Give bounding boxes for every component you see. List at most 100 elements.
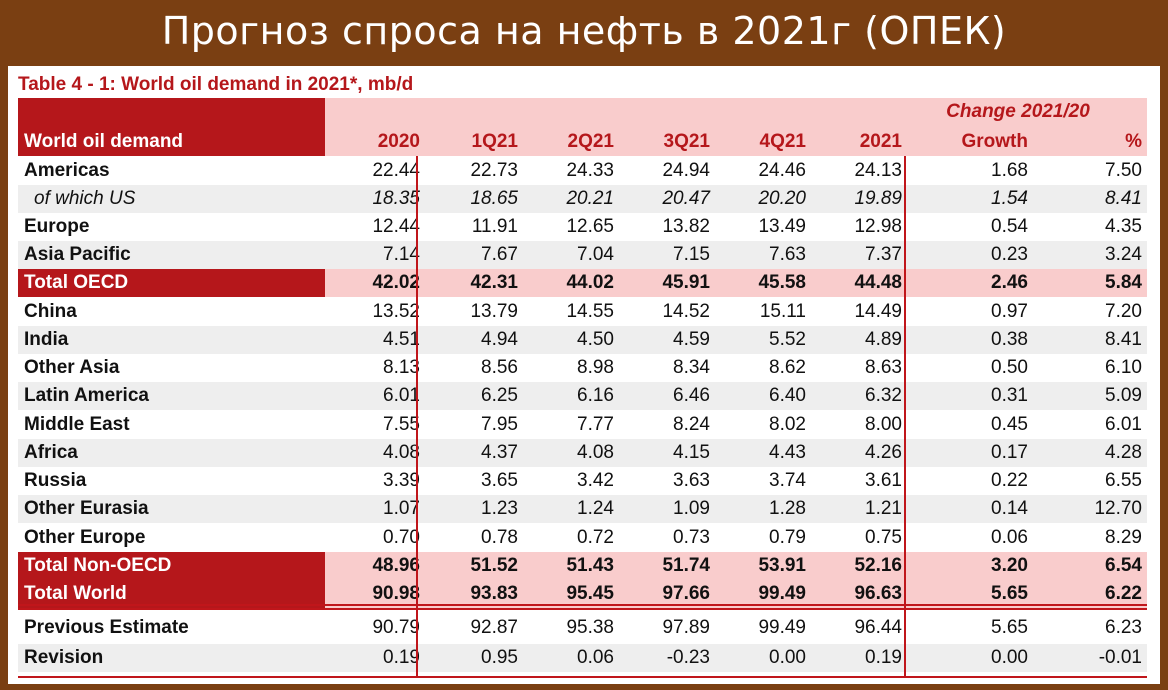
cell-growth: 1.54 [991,188,1028,209]
cell-growth: 0.14 [991,498,1028,519]
cell-2020: 0.70 [383,527,420,548]
cell-1q21: 11.91 [471,216,518,237]
cell-3q21: 97.89 [662,617,710,638]
cell-3q21: 14.52 [662,301,710,322]
row-label: Africa [24,442,78,463]
cell-2020: 7.14 [383,244,420,265]
cell-percent: -0.01 [1098,647,1142,668]
cell-2021: 0.75 [865,527,902,548]
cell-2q21: 3.42 [577,470,614,491]
cell-4q21: 7.63 [769,244,806,265]
cell-2q21: 7.77 [577,414,614,435]
cell-1q21: 42.31 [470,272,518,293]
cell-2020: 4.51 [383,329,420,350]
cell-2020: 7.55 [383,414,420,435]
col-header-3q21: 3Q21 [663,131,710,152]
cell-growth: 0.45 [991,414,1028,435]
cell-percent: 12.70 [1094,498,1142,519]
cell-2021: 3.61 [865,470,902,491]
row-label: Total World [24,583,127,604]
cell-1q21: 7.95 [481,414,518,435]
cell-2q21: 95.45 [566,583,614,604]
cell-growth: 0.50 [991,357,1028,378]
cell-2020: 1.07 [383,498,420,519]
cell-2020: 22.44 [372,160,420,181]
total-label-band [18,552,325,580]
table-row-other-europe: Other Europe 0.70 0.78 0.72 0.73 0.79 0.75 0.06… [18,524,1147,552]
cell-2q21: 44.02 [566,272,614,293]
cell-2020: 13.52 [372,301,420,322]
table-row-latin-america: Latin America 6.01 6.25 6.16 6.46 6.40 6.32 0.3… [18,382,1147,410]
cell-2020: 48.96 [372,555,420,576]
row-label: Latin America [24,385,149,406]
cell-growth: 0.06 [991,527,1028,548]
cell-2020: 42.02 [372,272,420,293]
cell-3q21: 6.46 [673,385,710,406]
cell-4q21: 24.46 [758,160,806,181]
cell-3q21: 4.15 [673,442,710,463]
cell-4q21: 99.49 [758,583,806,604]
row-label: Middle East [24,414,130,435]
cell-growth: 1.68 [991,160,1028,181]
section-divider [18,608,1147,610]
cell-growth: 0.54 [991,216,1028,237]
table-row-china: China 13.52 13.79 14.55 14.52 15.11 14.49 0.97 7… [18,298,1147,326]
table-row-africa: Africa 4.08 4.37 4.08 4.15 4.43 4.26 0.17 4.28 [18,439,1147,467]
cell-percent: 3.24 [1105,244,1142,265]
cell-1q21: 51.52 [470,555,518,576]
total-label-band [18,580,325,608]
cell-2020: 6.01 [383,385,420,406]
cell-2020: 4.08 [383,442,420,463]
row-label: Americas [24,160,110,181]
cell-1q21: 4.94 [481,329,518,350]
table-row-total-world: Total World 90.98 93.83 95.45 97.66 99.49 96.6… [18,580,1147,608]
cell-1q21: 22.73 [470,160,518,181]
row-label: Europe [24,216,90,237]
table-row-americas: Americas 22.44 22.73 24.33 24.94 24.46 24.13 1.… [18,157,1147,185]
table-row-other-eurasia: Other Eurasia 1.07 1.23 1.24 1.09 1.28 1.21 0.1… [18,495,1147,523]
oil-demand-table: Change 2021/20 World oil demand 2020 1Q2… [18,96,1147,682]
cell-2021: 19.89 [854,188,902,209]
cell-2020: 90.79 [372,617,420,638]
cell-2020: 12.44 [372,216,420,237]
row-label-header: World oil demand [24,131,184,152]
col-header-2021: 2021 [859,131,902,152]
table-row-total-oecd: Total OECD 42.02 42.31 44.02 45.91 45.58 44.48… [18,269,1147,297]
cell-4q21: 6.40 [769,385,806,406]
cell-2020: 3.39 [383,470,420,491]
cell-growth: 0.31 [991,385,1028,406]
table-row-russia: Russia 3.39 3.65 3.42 3.63 3.74 3.61 0.22 6.55 [18,467,1147,495]
cell-percent: 8.41 [1105,329,1142,350]
table-row-total-non-oecd: Total Non-OECD 48.96 51.52 51.43 51.74 53.91 5… [18,552,1147,580]
cell-percent: 6.23 [1105,617,1142,638]
cell-4q21: 45.58 [758,272,806,293]
cell-3q21: 8.24 [673,414,710,435]
cell-1q21: 13.79 [470,301,518,322]
cell-2021: 44.48 [854,272,902,293]
col-header-percent: % [1125,131,1142,152]
cell-growth: 0.00 [991,647,1028,668]
cell-1q21: 6.25 [481,385,518,406]
cell-percent: 4.28 [1105,442,1142,463]
col-header-growth: Growth [961,131,1029,152]
cell-1q21: 1.23 [481,498,518,519]
cell-percent: 7.20 [1105,301,1142,322]
cell-2q21: 6.16 [577,385,614,406]
cell-1q21: 0.78 [481,527,518,548]
cell-2021: 96.44 [854,617,902,638]
row-label: Other Europe [24,527,146,548]
header-band [325,98,1147,156]
cell-1q21: 92.87 [470,617,518,638]
row-label: Asia Pacific [24,244,131,265]
cell-4q21: 99.49 [758,617,806,638]
table-row-previous-estimate: Previous Estimate 90.79 92.87 95.38 97.89 99.… [18,614,1147,642]
cell-2021: 24.13 [854,160,902,181]
table-row-other-asia: Other Asia 8.13 8.56 8.98 8.34 8.62 8.63 0.50 6.… [18,354,1147,382]
cell-3q21: 97.66 [662,583,710,604]
row-label: China [24,301,77,322]
cell-3q21: 51.74 [662,555,710,576]
cell-2020: 18.35 [372,188,420,209]
cell-growth: 5.65 [991,583,1028,604]
cell-growth: 0.22 [991,470,1028,491]
cell-2021: 8.00 [865,414,902,435]
